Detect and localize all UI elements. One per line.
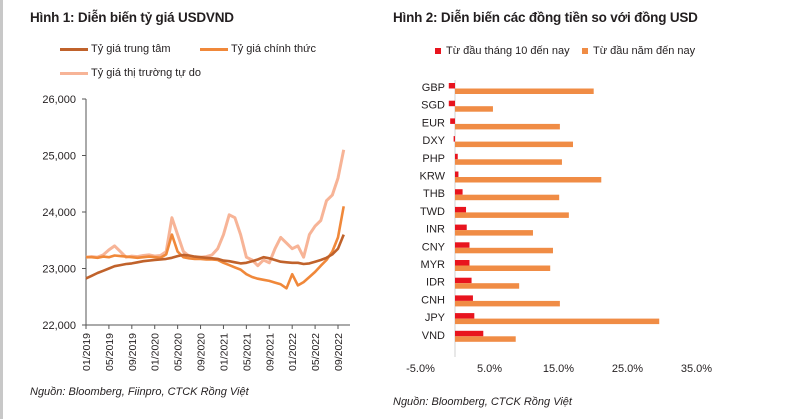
category-label: VND [422,330,445,342]
bar-ytd [455,88,594,94]
chart1-title: Hình 1: Diễn biến tỷ giá USDVND [30,10,234,25]
category-label: CNH [421,294,445,306]
chart1-source: Nguồn: Bloomberg, Fiinpro, CTCK Rồng Việ… [30,386,249,398]
bar-mtd [455,313,475,319]
x-tick-label: 09/2019 [127,333,139,371]
bar-mtd [455,330,484,337]
bar-ytd [455,247,553,254]
x-tick-label: 05/2021 [241,333,253,371]
category-label: DXY [422,135,445,147]
x-tick-label: 15.0% [543,363,574,375]
legend-line-swatch-2 [60,71,88,75]
legend-square-swatch-1 [582,48,588,54]
bar-ytd [455,159,562,165]
bar-mtd [448,100,455,107]
legend-line-swatch-1 [200,47,228,51]
bar-ytd [455,177,602,183]
x-tick-label: 01/2020 [150,333,162,371]
category-label: CNY [422,241,446,253]
bar-ytd [455,141,573,148]
bar-mtd [455,189,463,195]
bar-ytd [455,106,493,112]
x-tick-label: 01/2022 [287,333,299,371]
bar-ytd [455,265,551,271]
legend-label: Tỷ giá chính thức [231,43,317,55]
y-tick-label: 25,000 [42,151,76,163]
series-line-2 [85,149,346,268]
legend-label: Từ đầu năm đến nay [593,45,696,57]
chart2-legend-item-1: Từ đầu năm đến nay [582,45,695,57]
x-tick-label: 35.0% [681,363,712,375]
category-label: JPY [425,312,446,324]
bar-mtd [455,242,470,248]
category-label: MYR [421,259,446,271]
chart2-title: Hình 2: Diễn biến các đồng tiền so với đ… [393,10,698,25]
legend-label: Tỷ giá trung tâm [91,43,171,55]
bar-mtd [453,136,455,142]
legend-square-swatch-0 [435,48,441,54]
x-tick-label: 05/2019 [104,333,116,371]
bar-ytd [455,300,560,307]
bar-mtd [455,277,472,284]
chart1-legend-item-0: Tỷ giá trung tâm [60,43,170,55]
category-label: SGD [421,100,445,112]
category-label: IDR [426,277,445,289]
x-tick-label: 09/2020 [196,333,208,371]
legend-label: Tỷ giá thị trường tự do [91,67,201,79]
bar-ytd [455,194,560,201]
legend-line-swatch-0 [60,47,88,51]
page-left-border [0,0,3,419]
y-tick-label: 26,000 [42,94,76,106]
chart1-legend-item-1: Tỷ giá chính thức [200,43,316,55]
category-label: KRW [420,171,446,183]
bar-mtd [455,153,458,160]
series-line-0 [85,234,345,280]
category-label: EUR [422,117,445,129]
legend-label: Từ đầu tháng 10 đến nay [446,45,570,57]
bar-mtd [448,83,455,89]
y-tick-label: 23,000 [42,264,76,276]
bar-mtd [455,206,467,213]
bar-mtd [455,295,473,301]
category-label: INR [426,224,445,236]
x-tick-label: 01/2019 [81,333,93,371]
bar-mtd [450,118,455,124]
category-label: PHP [422,153,445,165]
category-label: TWD [420,206,445,218]
bar-ytd [455,212,569,218]
bar-mtd [455,224,467,231]
x-tick-label: 05/2020 [173,333,185,371]
chart2-source: Nguồn: Bloomberg, CTCK Rồng Việt [393,396,572,408]
bar-ytd [455,230,533,236]
chart2-legend-item-0: Từ đầu tháng 10 đến nay [435,45,570,57]
line-chart: 22,000 23,000 24,000 25,000 26,000 01/2019 05/… [42,94,350,371]
y-tick-label: 24,000 [42,207,76,219]
chart1-legend-item-2: Tỷ giá thị trường tự do [60,67,201,79]
x-tick-label: 09/2022 [333,333,345,371]
x-tick-label: 5.0% [477,363,502,375]
bar-ytd [455,318,660,325]
bar-ytd [455,123,560,130]
x-tick-label: -5.0% [406,363,435,375]
category-label: THB [423,188,445,200]
category-label: GBP [422,82,445,94]
bar-ytd [455,336,516,342]
x-tick-label: 05/2022 [310,333,322,371]
x-tick-label: 09/2021 [264,333,276,371]
bar-mtd [455,260,470,266]
bar-chart: GBP SGD EUR DXY PHP KRW THB TWD INR CNY MYR IDR CNH J… [406,80,712,375]
bar-mtd [455,171,459,177]
x-tick-label: 25.0% [612,363,643,375]
y-tick-label: 22,000 [42,320,76,332]
x-tick-label: 01/2021 [218,333,230,371]
bar-ytd [455,283,520,289]
